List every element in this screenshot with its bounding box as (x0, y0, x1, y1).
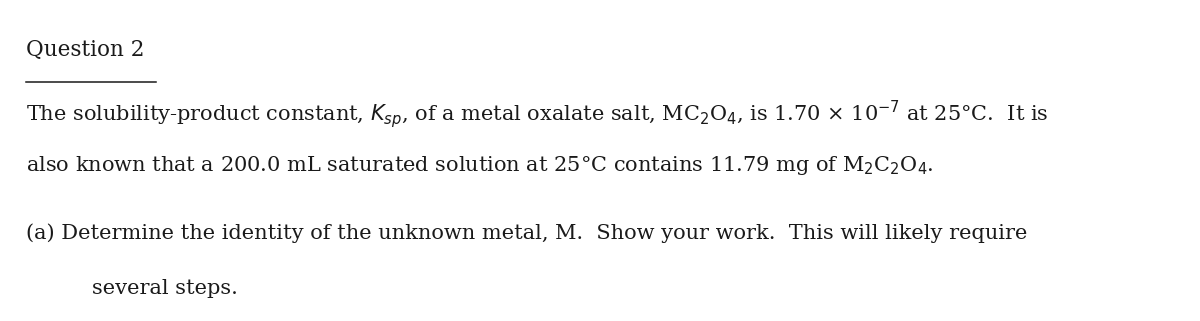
Text: Question 2: Question 2 (26, 39, 145, 61)
Text: several steps.: several steps. (92, 279, 239, 298)
Text: The solubility-product constant, $K_{sp}$, of a metal oxalate salt, MC$_2$O$_4$,: The solubility-product constant, $K_{sp}… (26, 98, 1049, 130)
Text: (a) Determine the identity of the unknown metal, M.  Show your work.  This will : (a) Determine the identity of the unknow… (26, 223, 1027, 243)
Text: also known that a 200.0 mL saturated solution at 25°C contains 11.79 mg of M$_2$: also known that a 200.0 mL saturated sol… (26, 154, 934, 177)
